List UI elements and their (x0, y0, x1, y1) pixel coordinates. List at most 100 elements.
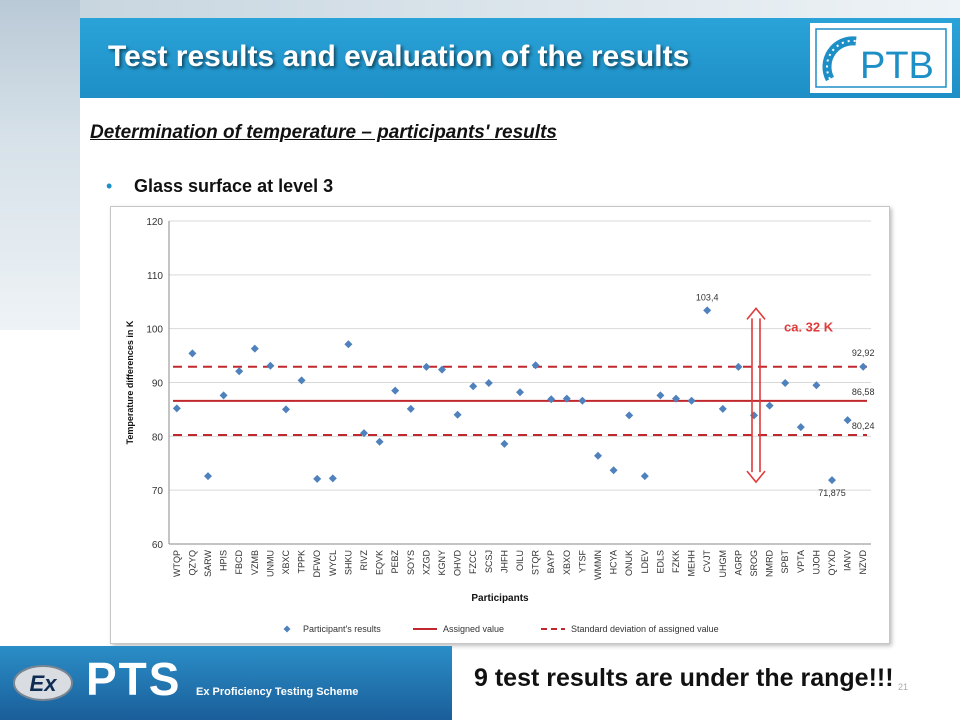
y-tick-label: 100 (146, 325, 163, 336)
x-tick-label: QZYQ (187, 550, 197, 576)
x-tick-label: OHVD (453, 550, 463, 577)
x-tick-label: SARW (203, 550, 213, 577)
data-point (422, 362, 431, 371)
x-tick-label: SROG (749, 550, 759, 577)
x-tick-label: WMMN (593, 550, 603, 580)
slide-header: Test results and evaluation of the resul… (80, 18, 960, 98)
y-tick-label: 120 (146, 217, 163, 228)
x-tick-label: UHGM (718, 550, 728, 578)
x-tick-label: SOYS (406, 550, 416, 575)
data-point (859, 362, 868, 371)
x-tick-label: IANV (843, 550, 853, 571)
data-point (172, 404, 181, 413)
data-point (204, 472, 212, 481)
lower-band-label: 80,24 (852, 421, 875, 431)
x-tick-label: KGNY (437, 550, 447, 576)
data-point (500, 439, 509, 448)
x-tick-label: XBXC (281, 550, 291, 575)
x-tick-label: LDEV (640, 550, 650, 574)
x-tick-label: EQVK (375, 550, 385, 575)
data-point (547, 395, 556, 404)
ptb-logo-text: PTB (860, 45, 934, 87)
data-point (765, 401, 774, 410)
slide-title: Test results and evaluation of the resul… (108, 40, 690, 73)
x-tick-label: FBCD (234, 550, 244, 575)
data-point (578, 396, 587, 405)
page-number: 21 (898, 682, 909, 692)
ptb-logo: PTB (810, 23, 952, 93)
data-point (344, 340, 353, 349)
data-point (718, 404, 727, 413)
x-tick-label: BAYP (546, 550, 556, 573)
assigned-value-label: 86,58 (852, 387, 875, 397)
data-point (609, 466, 618, 475)
y-tick-label: 80 (152, 432, 164, 443)
footer-banner: Ex PTS Ex Proficiency Testing Scheme (0, 646, 452, 720)
legend-label-points: Participant's results (303, 624, 381, 634)
x-tick-label: RIVZ (359, 550, 369, 571)
max-value-label: 103,4 (696, 292, 719, 302)
x-tick-label: SPBT (780, 550, 790, 574)
range-annotation-label: ca. 32 K (784, 320, 834, 335)
data-point (531, 361, 540, 370)
x-tick-label: TPPK (297, 550, 307, 574)
data-point (360, 429, 368, 438)
data-point (625, 411, 634, 420)
x-tick-label: UJOH (811, 550, 821, 575)
data-point (656, 391, 665, 400)
legend-marker-points (283, 625, 291, 633)
y-tick-label: 90 (152, 379, 164, 390)
y-tick-label: 70 (152, 486, 164, 497)
data-point (453, 410, 462, 419)
x-tick-label: WYCL (328, 550, 338, 576)
data-point (687, 396, 696, 405)
ptb-emblem-icon (822, 36, 857, 82)
data-point (375, 437, 384, 446)
x-axis-title: Participants (471, 593, 529, 604)
data-point (235, 367, 244, 376)
section-subtitle: Determination of temperature – participa… (90, 122, 557, 143)
data-point (703, 306, 712, 315)
min-value-label: 71,875 (818, 488, 846, 498)
bottom-note: 9 test results are under the range!!! (474, 664, 894, 692)
background-left-panel (0, 0, 80, 330)
x-tick-label: MEHH (687, 550, 697, 577)
x-tick-label: VZMB (250, 550, 260, 575)
x-tick-label: YTSF (577, 550, 587, 574)
y-tick-label: 60 (152, 540, 164, 551)
data-point (188, 349, 197, 358)
scatter-chart: 60 70 80 90 100 110 120 WTQP QZYQ SARW HPIS FBCD VZM… (125, 217, 875, 634)
data-point (640, 472, 649, 481)
data-point (282, 405, 290, 414)
data-point (313, 474, 322, 483)
data-point (250, 344, 259, 353)
data-point (406, 404, 415, 413)
data-point (672, 394, 680, 403)
bullet-text: Glass surface at level 3 (134, 176, 334, 196)
pts-brand-text: PTS (86, 653, 182, 705)
x-tick-label: WTQP (172, 550, 182, 577)
x-tick-label: DFWO (312, 550, 322, 578)
data-point (812, 381, 821, 390)
pts-brand-subtitle: Ex Proficiency Testing Scheme (196, 686, 359, 698)
data-point (828, 476, 836, 485)
chart-frame: 60 70 80 90 100 110 120 WTQP QZYQ SARW HPIS FBCD VZM… (110, 206, 890, 644)
x-tick-label: QYXD (827, 550, 837, 576)
bullet-dot-icon: • (106, 176, 113, 196)
x-tick-label: NMRD (765, 550, 775, 577)
data-point (438, 365, 446, 374)
data-point (266, 361, 275, 370)
x-tick-label: OILU (515, 550, 525, 571)
data-point (594, 451, 602, 460)
ex-badge-text: Ex (30, 671, 58, 696)
x-tick-label: STQR (531, 550, 541, 576)
legend-label-assigned: Assigned value (443, 624, 504, 634)
x-tick-label: CVJT (702, 549, 712, 572)
data-point (796, 423, 805, 432)
upper-band-label: 92,92 (852, 348, 875, 358)
x-tick-label: FZKK (671, 550, 681, 573)
data-point (781, 379, 790, 388)
x-tick-label: HPIS (219, 550, 229, 571)
data-point (391, 386, 400, 395)
y-tick-label: 110 (147, 271, 163, 282)
